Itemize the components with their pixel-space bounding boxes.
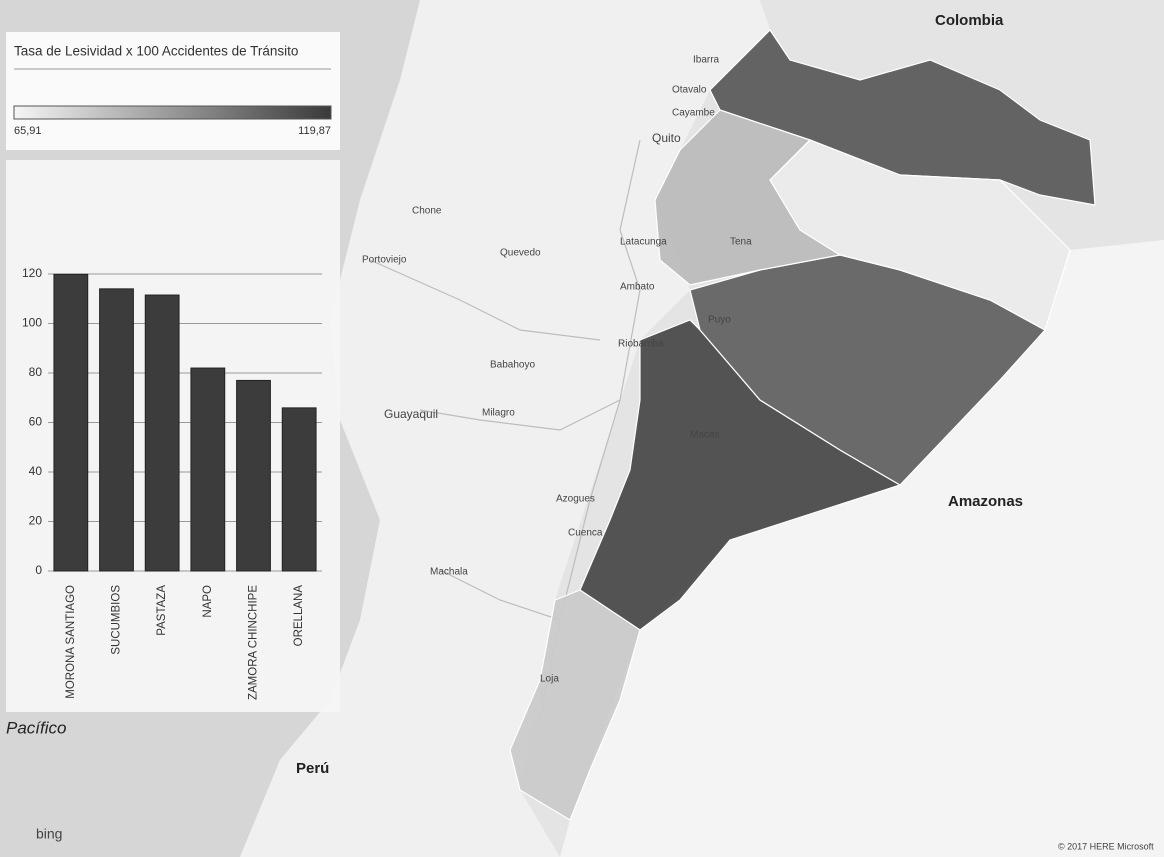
bar — [281, 407, 317, 572]
place-label: Cuenca — [568, 528, 603, 539]
place-label: bing — [36, 826, 62, 842]
y-tick-label: 40 — [29, 464, 43, 478]
overlay-panels: Tasa de Lesividad x 100 Accidentes de Tr… — [6, 32, 340, 712]
place-label: Quevedo — [500, 248, 541, 259]
legend-gradient — [13, 105, 332, 120]
place-label: Portoviejo — [362, 255, 407, 266]
place-label: Chone — [412, 206, 442, 217]
place-label: Ibarra — [693, 55, 720, 66]
y-tick-label: 60 — [29, 415, 43, 429]
bar — [190, 367, 226, 572]
legend-max: 119,87 — [298, 125, 331, 137]
legend-title: Tasa de Lesividad x 100 Accidentes de Tr… — [14, 44, 298, 59]
place-label: Pacífico — [6, 718, 66, 737]
y-tick-label: 0 — [35, 563, 42, 577]
place-label: Perú — [296, 760, 329, 777]
place-label: Latacunga — [620, 237, 667, 248]
legend-panel — [6, 32, 340, 150]
y-tick-label: 20 — [29, 514, 43, 528]
road — [419, 399, 621, 431]
place-label: © 2017 HERE Microsoft — [1058, 841, 1154, 851]
peru-land — [560, 240, 1164, 857]
legend-min: 65,91 — [14, 125, 42, 137]
x-tick-label: ORELLANA — [293, 585, 305, 647]
x-tick-label: SUCUMBIOS — [111, 585, 123, 655]
provinces — [509, 29, 1096, 821]
x-tick-label: PASTAZA — [156, 585, 168, 636]
bar — [53, 273, 89, 572]
place-label: Tena — [730, 237, 752, 248]
place-label: Riobamba — [618, 339, 664, 350]
x-tick-label: NAPO — [202, 585, 214, 618]
y-tick-label: 120 — [22, 266, 42, 280]
road — [439, 569, 561, 621]
x-tick-label: ZAMORA CHINCHIPE — [248, 585, 260, 700]
place-label: Babahoyo — [490, 360, 535, 371]
place-label: Quito — [652, 131, 681, 145]
place-label: Guayaquil — [384, 407, 438, 421]
place-label: Milagro — [482, 408, 515, 419]
map-labels: Colombia Amazonas Perú Pacífico Quito Guayaqu… — [6, 12, 1154, 851]
province — [509, 589, 641, 821]
y-tick-label: 100 — [22, 316, 42, 330]
place-label: Otavalo — [672, 85, 707, 96]
place-label: Machala — [430, 567, 468, 578]
province — [769, 139, 1071, 331]
place-label: Ambato — [620, 282, 655, 293]
place-label: Puyo — [708, 315, 731, 326]
place-label: Amazonas — [948, 493, 1023, 510]
bar — [99, 288, 134, 572]
bar — [236, 379, 271, 572]
bar — [144, 294, 180, 572]
place-label: Colombia — [935, 12, 1004, 29]
road — [369, 259, 601, 341]
bar-chart: 0 20 40 60 80 100 120 MORONA SANTIAGO SUCUMBIOS P… — [22, 266, 322, 700]
place-label: Loja — [540, 674, 559, 685]
x-tick-label: MORONA SANTIAGO — [65, 585, 77, 699]
place-label: Azogues — [556, 494, 595, 505]
ecuador-west — [240, 0, 770, 857]
place-label: Macas — [690, 430, 719, 441]
y-tick-label: 80 — [29, 365, 43, 379]
place-label: Cayambe — [672, 108, 715, 119]
